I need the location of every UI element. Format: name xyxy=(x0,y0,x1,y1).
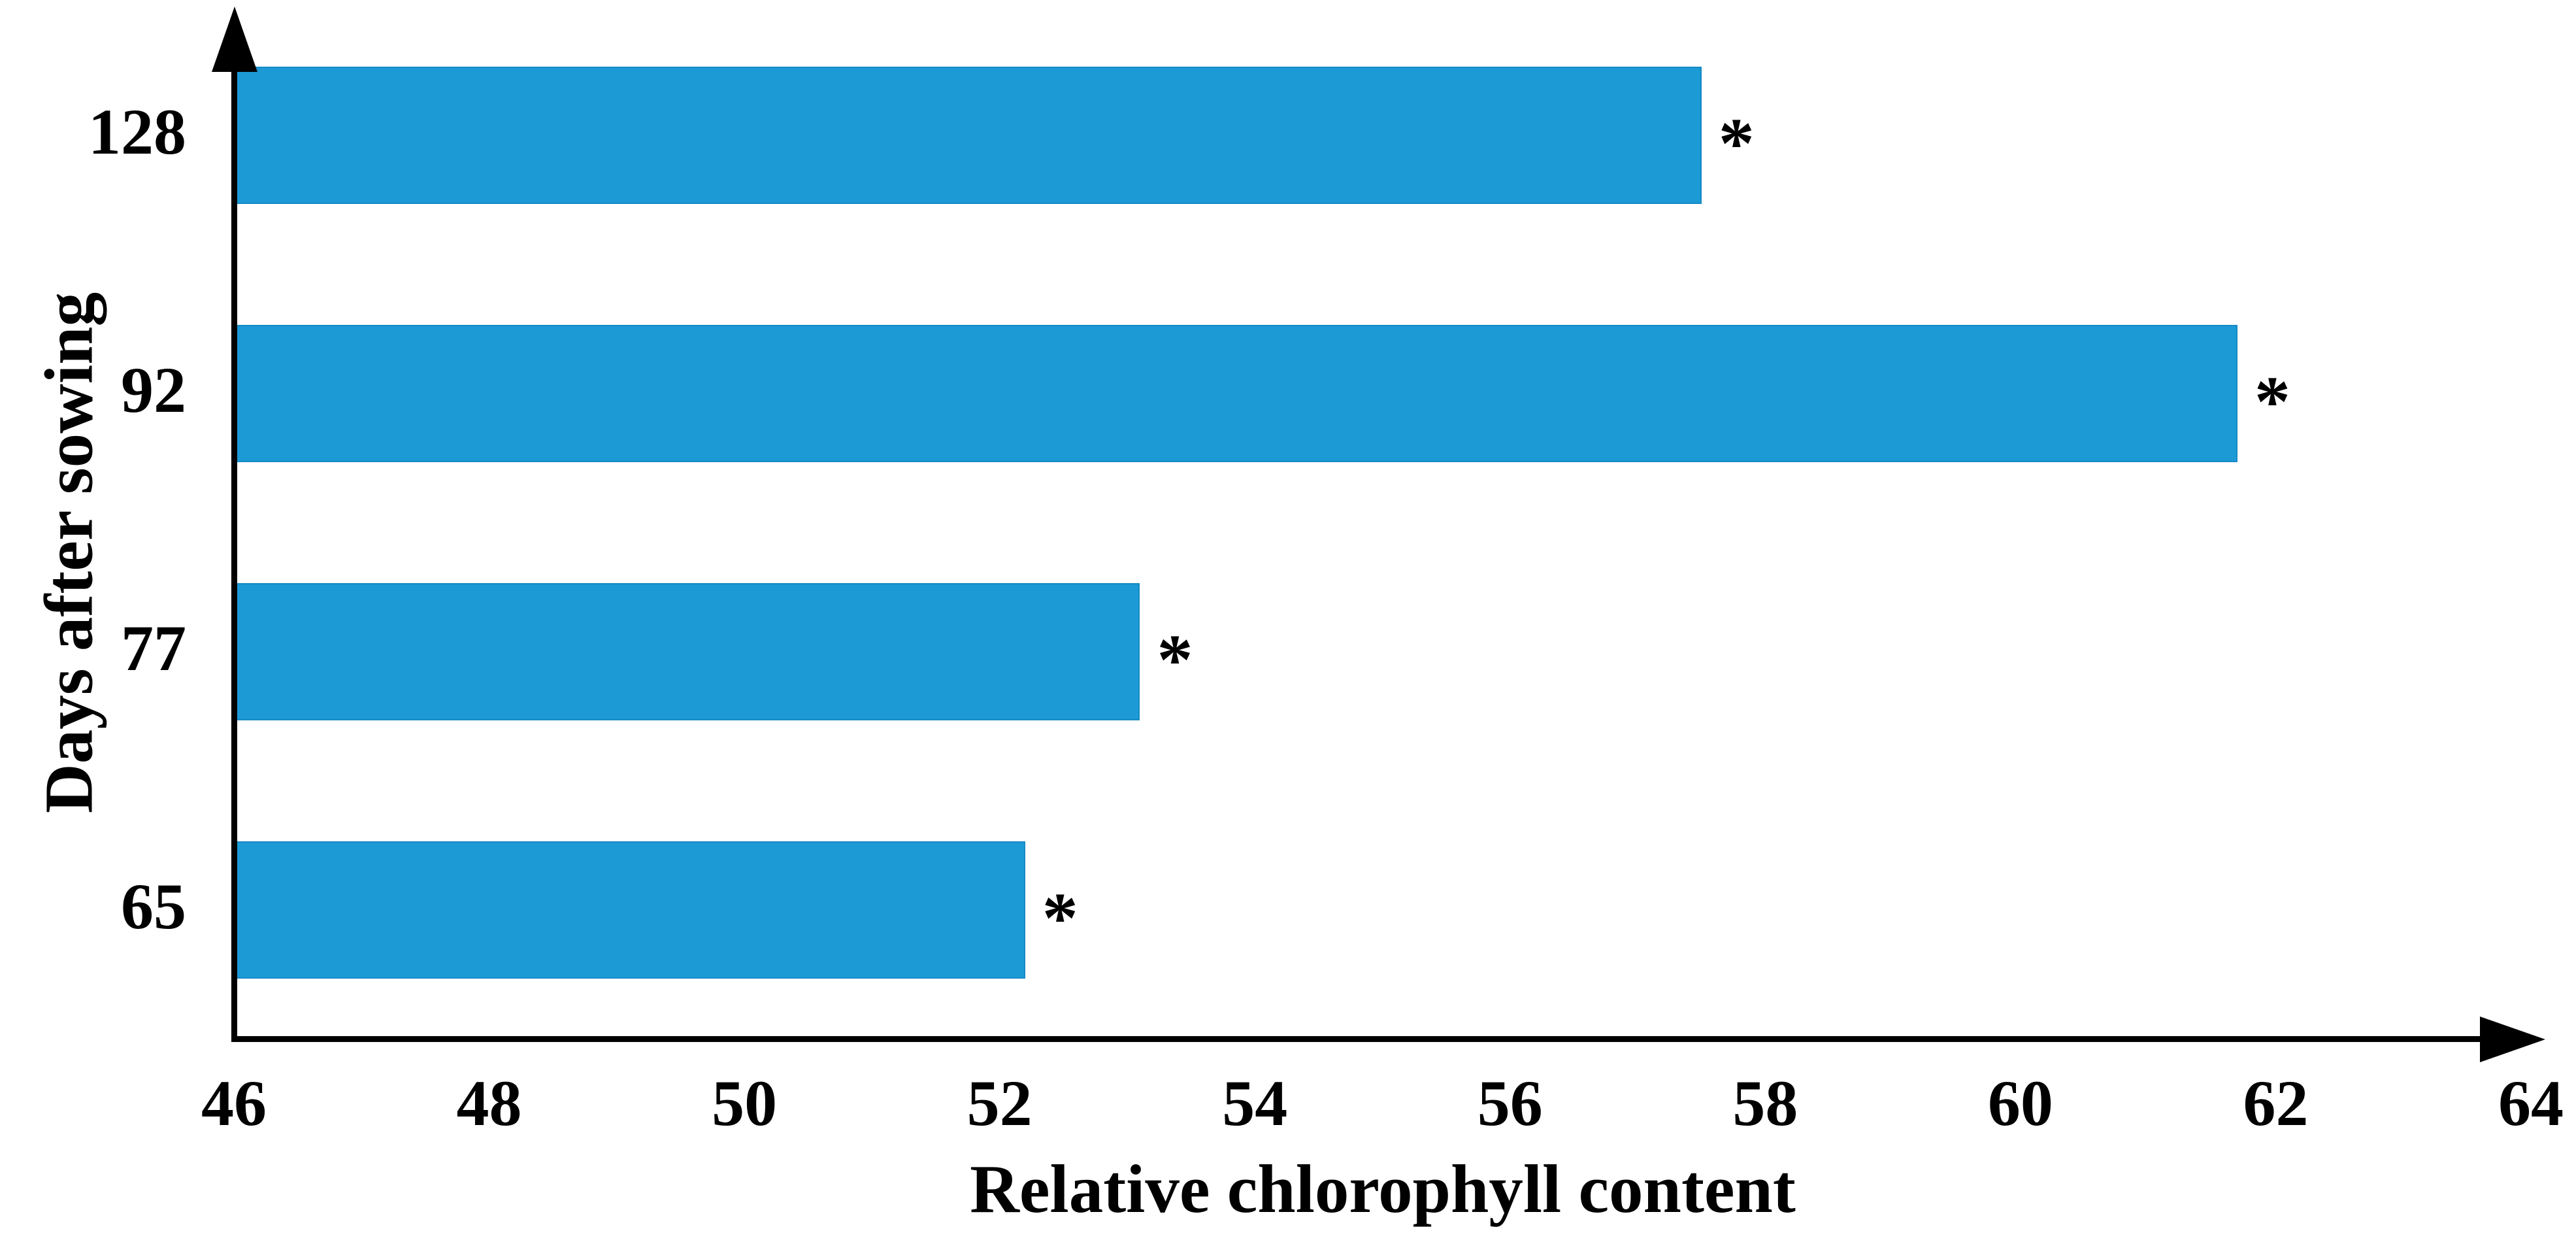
x-tick-label: 62 xyxy=(2243,1067,2309,1139)
x-tick-label: 48 xyxy=(456,1067,522,1139)
y-category-label: 128 xyxy=(88,95,186,168)
y-axis-title: Days after sowing xyxy=(30,292,107,813)
significance-marker: * xyxy=(1718,103,1755,183)
bar xyxy=(234,325,2237,462)
bar xyxy=(234,841,1025,979)
x-tick-label: 54 xyxy=(1222,1067,1288,1139)
x-tick-label: 60 xyxy=(1987,1067,2053,1139)
bar xyxy=(234,583,1140,720)
significance-marker: * xyxy=(2254,361,2290,441)
x-tick-label: 58 xyxy=(1732,1067,1798,1139)
y-axis-arrow-icon xyxy=(212,7,257,72)
significance-marker: * xyxy=(1157,620,1193,699)
y-axis-line xyxy=(231,39,237,1042)
x-axis-arrow-icon xyxy=(2480,1016,2545,1062)
y-category-label: 92 xyxy=(121,354,186,426)
y-category-label: 77 xyxy=(121,612,186,684)
x-tick-label: 46 xyxy=(201,1067,267,1139)
significance-marker: * xyxy=(1042,878,1078,958)
y-category-label: 65 xyxy=(121,870,186,943)
x-axis-title: Relative chlorophyll content xyxy=(970,1151,1796,1227)
x-tick-label: 64 xyxy=(2498,1067,2564,1139)
x-tick-label: 56 xyxy=(1477,1067,1543,1139)
x-tick-label: 52 xyxy=(966,1067,1032,1139)
x-tick-label: 50 xyxy=(712,1067,778,1139)
bar xyxy=(234,67,1702,204)
x-axis-line xyxy=(231,1036,2486,1042)
